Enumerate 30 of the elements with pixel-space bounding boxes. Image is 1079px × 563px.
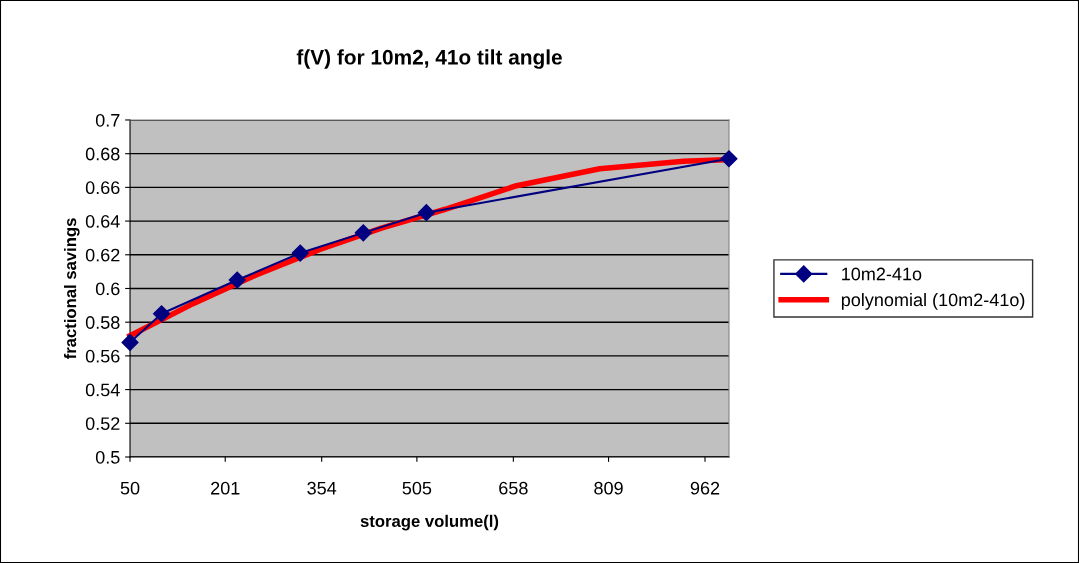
y-tick-label: 0.56 <box>85 349 120 363</box>
point <box>291 244 309 262</box>
point <box>228 271 246 289</box>
point <box>152 305 171 323</box>
point <box>354 224 372 242</box>
x-tick-label: 50 <box>120 481 140 495</box>
y-tick-label: 0.7 <box>95 113 120 127</box>
x-tick-label: 658 <box>499 481 528 495</box>
x-tick-label: 354 <box>307 481 337 495</box>
x-tick-label: 962 <box>690 481 720 495</box>
y-tick-label: 0.54 <box>85 383 120 397</box>
point <box>417 204 435 222</box>
x-axis-title: storage volume(l) <box>360 514 499 531</box>
chart-title: f(V) for 10m2, 41o tilt angle <box>296 49 562 69</box>
x-tick-label: 809 <box>594 481 623 495</box>
y-tick-label: 0.64 <box>85 215 120 228</box>
y-tick-label: 0.5 <box>95 450 120 464</box>
x-tick-label: 505 <box>402 481 432 495</box>
point <box>720 150 738 168</box>
y-tick-label: 0.66 <box>85 181 120 195</box>
y-tick-label: 0.52 <box>85 417 120 431</box>
y-axis-title: fractional savings <box>63 218 80 360</box>
legend-label: polynomial (10m2-41o) <box>841 293 1025 310</box>
point <box>121 333 139 351</box>
y-tick-label: 0.68 <box>85 147 120 161</box>
y-tick-label: 0.62 <box>85 248 120 262</box>
y-tick-label: 0.6 <box>95 282 120 296</box>
x-tick-label: 201 <box>211 481 240 495</box>
y-tick-label: 0.58 <box>85 316 120 329</box>
legend-label: 10m2-41o <box>842 267 922 281</box>
